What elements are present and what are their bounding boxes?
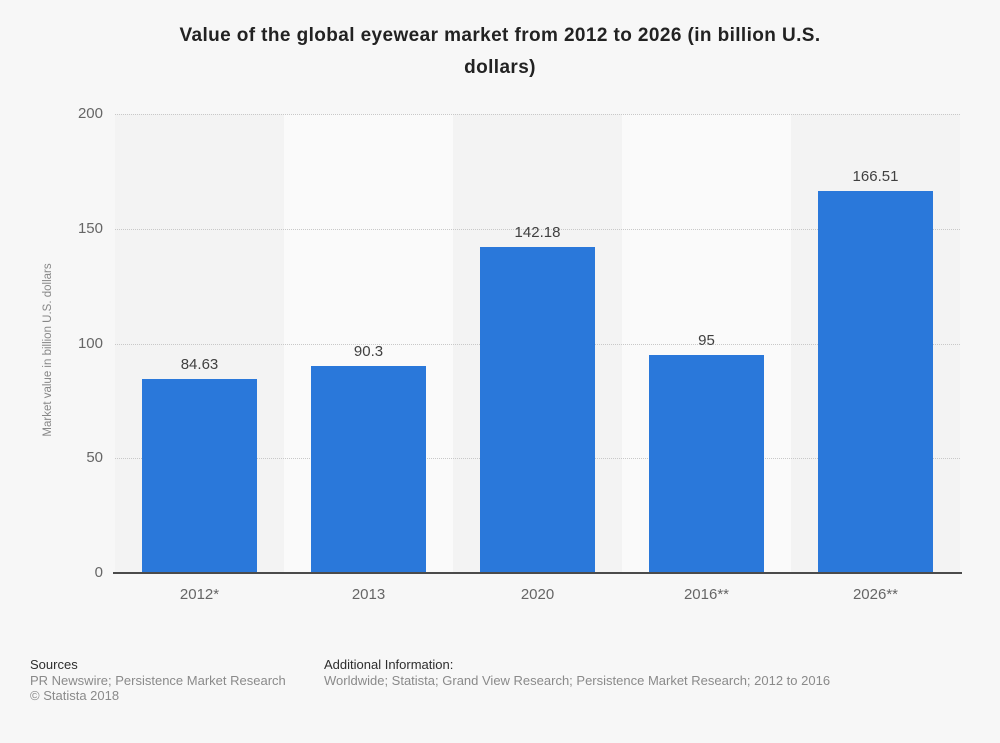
statista-copyright: © Statista 2018 [30,688,120,703]
y-tick-label-200: 200 [77,105,103,122]
chart-title: Value of the global eyewear market from … [0,20,1000,84]
sources-heading: Sources [30,657,78,672]
additional-info-heading: Additional Information: [324,657,454,672]
bar-2012*[interactable] [142,379,257,573]
y-tick-label-50: 50 [86,449,103,467]
x-tick-label-2013: 2013 [351,586,386,603]
x-tick-label-2012*: 2012* [179,586,220,603]
bar-2026**[interactable] [818,191,933,573]
bar-2020[interactable] [480,247,595,573]
sources-block: Sources PR Newswire; Persistence Market … [30,656,310,703]
bar-value-label: 95 [698,332,715,349]
bar-2016**[interactable] [649,355,764,573]
bar-value-label: 142.18 [514,224,561,241]
plot-area: 84.63 90.3 142.18 95 166.51 [113,114,962,574]
bar-value-label: 166.51 [852,168,899,185]
additional-info-line: Worldwide; Statista; Grand View Research… [324,673,831,688]
y-tick-label-100: 100 [77,334,103,352]
x-axis-line [113,572,962,574]
x-tick-label-2026**: 2026** [852,586,899,603]
gridline-200 [115,114,960,115]
x-tick-label-2016**: 2016** [683,586,730,603]
y-tick-label-0: 0 [94,564,103,581]
sources-line: PR Newswire; Persistence Market Research [30,673,286,688]
bar-2013[interactable] [311,366,426,573]
additional-info-block: Additional Information: Worldwide; Stati… [324,656,964,688]
chart-title-line1: Value of the global eyewear market from … [179,25,821,46]
gridline-150 [115,228,960,230]
x-tick-label-2020: 2020 [520,586,555,603]
y-tick-label-150: 150 [77,219,103,237]
bar-value-label: 90.3 [353,343,384,360]
chart-title-line2: dollars) [464,57,536,78]
bar-value-label: 84.63 [180,356,219,373]
